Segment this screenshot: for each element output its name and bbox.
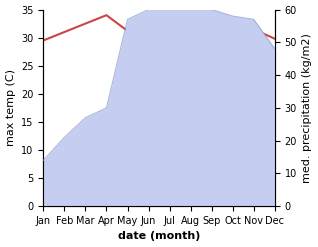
Y-axis label: max temp (C): max temp (C) — [5, 69, 16, 146]
X-axis label: date (month): date (month) — [118, 231, 200, 242]
Y-axis label: med. precipitation (kg/m2): med. precipitation (kg/m2) — [302, 33, 313, 183]
